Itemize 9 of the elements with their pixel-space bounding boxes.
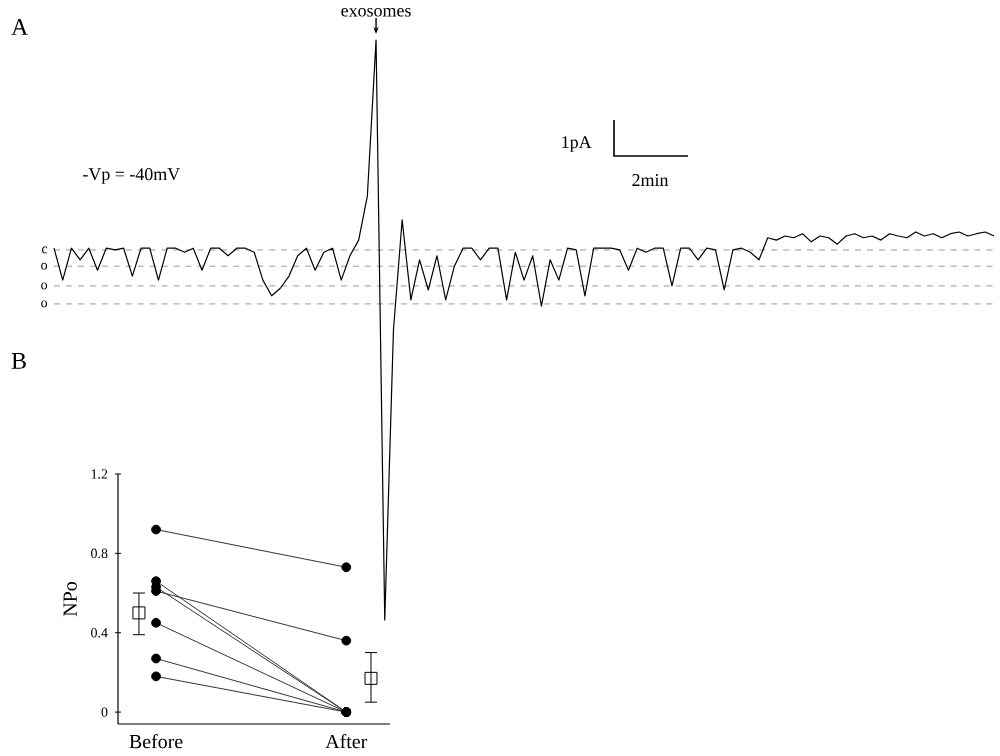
annotation: -Vp = -40mV: [83, 168, 180, 184]
x-tick-label: After: [325, 734, 368, 749]
text: exosomes: [341, 7, 411, 17]
annotation: 1pA: [562, 136, 592, 152]
annotation: 2min: [632, 174, 669, 186]
x-tick-label: Before: [129, 734, 183, 749]
chart-title: B: [11, 353, 26, 369]
y-axis-title: NPo: [63, 582, 77, 617]
chart-title: A: [11, 19, 29, 35]
